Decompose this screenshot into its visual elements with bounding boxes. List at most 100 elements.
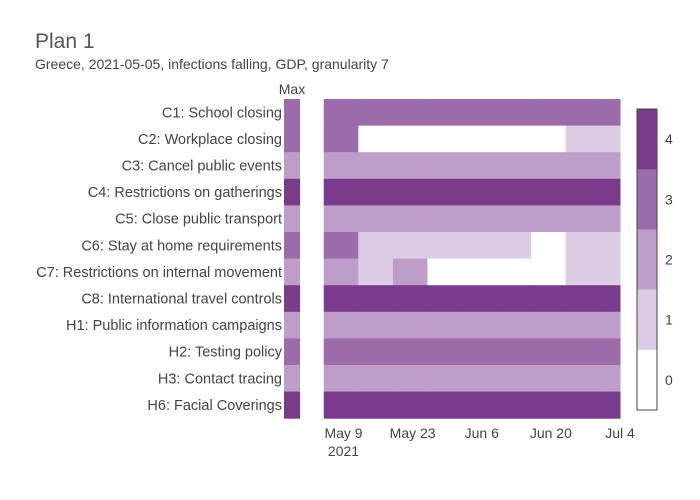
heatmap-cell — [323, 258, 359, 286]
heatmap-cell — [392, 285, 428, 313]
colorbar-tick-label: 4 — [665, 131, 673, 147]
colorbar-tick-label: 0 — [665, 372, 673, 388]
heatmap-cell — [427, 99, 463, 127]
heatmap-cell — [462, 391, 498, 419]
heatmap-cell — [427, 391, 463, 419]
max-cell — [284, 152, 300, 180]
row-label: C8: International travel controls — [81, 292, 282, 308]
heatmap-cell — [531, 125, 567, 153]
heatmap-cell — [531, 365, 567, 393]
x-tick-label: May 23 — [390, 425, 436, 441]
heatmap-cell — [565, 285, 601, 313]
heatmap-cell — [496, 178, 532, 206]
colorbar-segment — [637, 349, 657, 411]
heatmap-cell — [496, 365, 532, 393]
heatmap-cell — [565, 232, 601, 260]
heatmap-cell — [565, 311, 601, 339]
max-column-label: Max — [279, 81, 305, 97]
heatmap-cell — [565, 125, 601, 153]
heatmap-cell — [427, 152, 463, 180]
heatmap-cell — [392, 232, 428, 260]
heatmap-cell — [427, 365, 463, 393]
max-cell — [284, 285, 300, 313]
max-cell — [284, 99, 300, 127]
heatmap-cell — [531, 205, 567, 233]
colorbar-tick-label: 2 — [665, 252, 673, 268]
x-year-label: 2021 — [328, 443, 359, 459]
heatmap-cell — [531, 391, 567, 419]
heatmap-cell — [392, 311, 428, 339]
heatmap-cells — [323, 99, 621, 419]
colorbar-segment — [637, 289, 657, 351]
heatmap-cell — [392, 178, 428, 206]
row-label: C2: Workplace closing — [138, 132, 282, 148]
heatmap-cell — [427, 285, 463, 313]
heatmap-cell — [600, 311, 621, 339]
heatmap-cell — [565, 205, 601, 233]
heatmap-cell — [358, 152, 394, 180]
heatmap-cell — [358, 232, 394, 260]
heatmap-cell — [358, 391, 394, 419]
heatmap-cell — [531, 232, 567, 260]
heatmap-cell — [565, 178, 601, 206]
heatmap-cell — [600, 258, 621, 286]
row-label: C7: Restrictions on internal movement — [36, 265, 282, 281]
heatmap-cell — [392, 391, 428, 419]
heatmap-cell — [323, 125, 359, 153]
heatmap-cell — [323, 152, 359, 180]
heatmap-cell — [600, 285, 621, 313]
heatmap-cell — [358, 205, 394, 233]
heatmap-cell — [462, 365, 498, 393]
max-cell — [284, 311, 300, 339]
heatmap-cell — [531, 99, 567, 127]
heatmap-cell — [427, 125, 463, 153]
max-cell — [284, 125, 300, 153]
heatmap-cell — [358, 178, 394, 206]
heatmap-cell — [600, 205, 621, 233]
heatmap-cell — [496, 258, 532, 286]
heatmap-cell — [392, 365, 428, 393]
heatmap-cell — [531, 258, 567, 286]
heatmap-cell — [462, 152, 498, 180]
heatmap-cell — [427, 205, 463, 233]
x-tick-label: Jul 4 — [605, 425, 635, 441]
heatmap-cell — [427, 258, 463, 286]
heatmap-cell — [531, 178, 567, 206]
max-column: Max — [279, 81, 305, 419]
max-cell — [284, 258, 300, 286]
heatmap-cell — [358, 285, 394, 313]
heatmap-cell — [565, 152, 601, 180]
row-label: H6: Facial Coverings — [147, 398, 282, 414]
heatmap-cell — [358, 311, 394, 339]
heatmap-cell — [323, 311, 359, 339]
heatmap-cell — [565, 365, 601, 393]
heatmap-cell — [323, 365, 359, 393]
heatmap-cell — [531, 152, 567, 180]
heatmap-cell — [323, 285, 359, 313]
colorbar-segment — [637, 169, 657, 230]
heatmap-cell — [600, 338, 621, 366]
heatmap-cell — [427, 232, 463, 260]
heatmap-cell — [496, 152, 532, 180]
heatmap-cell — [565, 391, 601, 419]
heatmap-cell — [565, 99, 601, 127]
heatmap-cell — [392, 125, 428, 153]
heatmap-cell — [496, 125, 532, 153]
x-tick-label: Jun 20 — [530, 425, 572, 441]
heatmap-cell — [358, 258, 394, 286]
colorbar-tick-label: 1 — [665, 312, 673, 328]
row-label: H1: Public information campaigns — [66, 318, 282, 334]
heatmap-cell — [600, 178, 621, 206]
heatmap-cell — [392, 205, 428, 233]
row-label: C5: Close public transport — [115, 212, 282, 228]
heatmap-cell — [462, 338, 498, 366]
heatmap-cell — [600, 152, 621, 180]
heatmap-cell — [565, 258, 601, 286]
row-label: H2: Testing policy — [169, 345, 283, 361]
heatmap-cell — [462, 285, 498, 313]
colorbar-segment — [637, 229, 657, 291]
heatmap-cell — [427, 178, 463, 206]
heatmap-cell — [496, 232, 532, 260]
